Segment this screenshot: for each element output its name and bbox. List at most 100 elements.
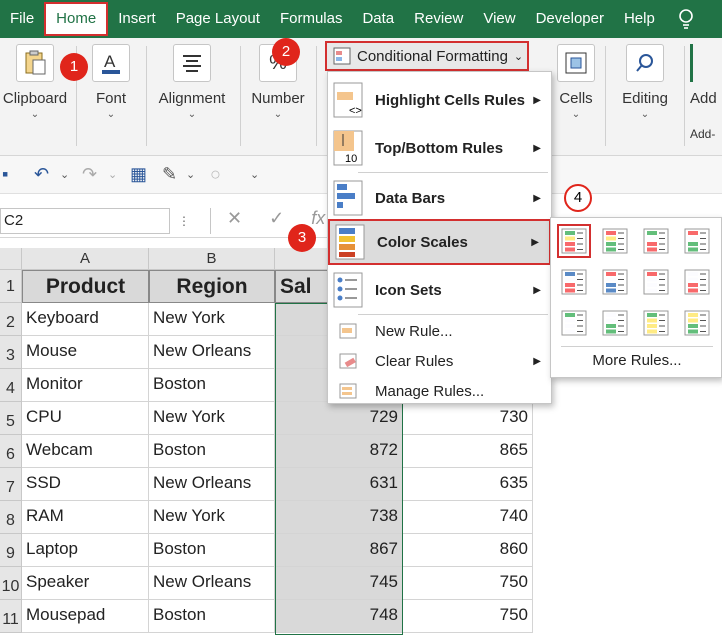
color-scales-item[interactable]: Color Scales ▶ — [328, 219, 551, 265]
color-scale-option[interactable] — [639, 306, 673, 340]
cell-product[interactable]: Webcam — [22, 435, 149, 468]
cell-product[interactable]: Mousepad — [22, 600, 149, 633]
function-icon[interactable]: fx — [311, 208, 326, 228]
icon-sets-item[interactable]: Icon Sets ▶ — [328, 268, 551, 312]
font-group[interactable]: A Font ⌄ — [86, 38, 136, 156]
table-icon[interactable]: ▦ — [130, 164, 148, 184]
cell-sales[interactable]: 729 — [275, 402, 403, 435]
row-header[interactable]: 8 — [0, 501, 22, 534]
row-header[interactable]: 7 — [0, 468, 22, 501]
chevron-down-icon[interactable]: ⌄ — [186, 169, 196, 181]
cell-region[interactable]: New Orleans — [149, 336, 275, 369]
addins-group[interactable]: Add Add- — [690, 38, 722, 156]
cell-region[interactable]: New Orleans — [149, 468, 275, 501]
column-header-b[interactable]: B — [149, 248, 275, 270]
color-scale-option[interactable] — [598, 224, 632, 258]
cell-region[interactable]: New York — [149, 402, 275, 435]
menu-insert[interactable]: Insert — [118, 10, 156, 27]
color-scale-option[interactable] — [598, 306, 632, 340]
name-box[interactable]: C2 — [0, 208, 170, 234]
color-scale-option[interactable] — [680, 306, 714, 340]
row-header[interactable]: 1 — [0, 270, 22, 303]
row-header[interactable]: 9 — [0, 534, 22, 567]
cell-region[interactable]: Boston — [149, 369, 275, 402]
cell-sales[interactable]: 745 — [275, 567, 403, 600]
cell-target[interactable]: 860 — [403, 534, 533, 567]
more-rules-link[interactable]: More Rules... — [592, 352, 682, 369]
cell-product[interactable]: SSD — [22, 468, 149, 501]
cell-target[interactable]: 750 — [403, 600, 533, 633]
row-header[interactable]: 11 — [0, 600, 22, 633]
circle-icon[interactable]: ○ — [210, 164, 221, 184]
row-header[interactable]: 3 — [0, 336, 22, 369]
chevron-down-icon[interactable]: ⌄ — [108, 169, 118, 181]
cell-product[interactable]: Speaker — [22, 567, 149, 600]
cell-region[interactable]: Boston — [149, 600, 275, 633]
lightbulb-icon[interactable] — [675, 8, 697, 30]
cancel-icon[interactable]: ✕ — [227, 208, 243, 228]
menu-file[interactable]: File — [10, 10, 35, 27]
chevron-down-icon[interactable]: ⌄ — [60, 169, 70, 181]
menu-page-layout[interactable]: Page Layout — [175, 10, 260, 27]
formula-input[interactable]: ✕ ✓ fx — [210, 208, 722, 234]
cell-product[interactable]: Mouse — [22, 336, 149, 369]
cells-group[interactable]: Cells ⌄ — [553, 38, 599, 156]
cell-sales[interactable]: 631 — [275, 468, 403, 501]
cell-sales[interactable]: 867 — [275, 534, 403, 567]
new-rule-item[interactable]: New Rule... — [328, 316, 551, 346]
cell-target[interactable]: 865 — [403, 435, 533, 468]
cell-product[interactable]: Laptop — [22, 534, 149, 567]
row-header[interactable]: 10 — [0, 567, 22, 600]
color-scale-option[interactable] — [680, 265, 714, 299]
color-scale-option[interactable] — [557, 224, 591, 258]
redo-icon[interactable]: ↷ — [82, 164, 98, 184]
save-icon[interactable]: ▪ — [2, 164, 9, 184]
color-scale-option[interactable] — [557, 306, 591, 340]
select-all-corner[interactable] — [0, 248, 22, 270]
clipboard-group[interactable]: Clipboard ⌄ — [0, 38, 70, 156]
menu-home[interactable]: Home — [44, 2, 109, 36]
confirm-icon[interactable]: ✓ — [269, 208, 285, 228]
cell-region[interactable]: New York — [149, 501, 275, 534]
color-scale-option[interactable] — [639, 224, 673, 258]
cell-product[interactable]: Monitor — [22, 369, 149, 402]
color-scale-option[interactable] — [557, 265, 591, 299]
cell-sales[interactable]: 872 — [275, 435, 403, 468]
color-scale-option[interactable] — [680, 224, 714, 258]
cell-region[interactable]: New York — [149, 303, 275, 336]
customize-toolbar-icon[interactable]: ⌄ — [250, 169, 260, 181]
cell-sales[interactable]: 748 — [275, 600, 403, 633]
color-scale-option[interactable] — [639, 265, 673, 299]
undo-icon[interactable]: ↶ — [34, 164, 50, 184]
cell-product[interactable]: CPU — [22, 402, 149, 435]
edit-icon[interactable]: ✎ — [162, 164, 178, 184]
manage-rules-item[interactable]: Manage Rules... — [328, 376, 551, 406]
cell-region[interactable]: New Orleans — [149, 567, 275, 600]
alignment-group[interactable]: Alignment ⌄ — [154, 38, 230, 156]
menu-review[interactable]: Review — [414, 10, 464, 27]
cell-target[interactable]: 635 — [403, 468, 533, 501]
row-header[interactable]: 4 — [0, 369, 22, 402]
highlight-cells-rules-item[interactable]: <> Highlight Cells Rules ▶ — [328, 78, 551, 122]
menu-help[interactable]: Help — [623, 10, 655, 27]
editing-group[interactable]: Editing ⌄ — [614, 38, 676, 156]
clear-rules-item[interactable]: Clear Rules ▶ — [328, 346, 551, 376]
menu-data[interactable]: Data — [362, 10, 395, 27]
row-header[interactable]: 6 — [0, 435, 22, 468]
menu-developer[interactable]: Developer — [535, 10, 604, 27]
cell-sales[interactable]: 738 — [275, 501, 403, 534]
cell-target[interactable]: 730 — [403, 402, 533, 435]
data-bars-item[interactable]: Data Bars ▶ — [328, 176, 551, 220]
cell-region[interactable]: Boston — [149, 435, 275, 468]
menu-formulas[interactable]: Formulas — [279, 10, 343, 27]
menu-view[interactable]: View — [483, 10, 516, 27]
cell-product[interactable]: Keyboard — [22, 303, 149, 336]
top-bottom-rules-item[interactable]: 10 Top/Bottom Rules ▶ — [328, 126, 551, 170]
cell-product[interactable]: RAM — [22, 501, 149, 534]
row-header[interactable]: 2 — [0, 303, 22, 336]
header-product[interactable]: Product — [22, 270, 149, 303]
column-header-a[interactable]: A — [22, 248, 149, 270]
color-scale-option[interactable] — [598, 265, 632, 299]
name-box-dropdown-icon[interactable]: ⋮ — [178, 214, 190, 228]
conditional-formatting-button[interactable]: Conditional Formatting ⌄ — [325, 41, 529, 71]
